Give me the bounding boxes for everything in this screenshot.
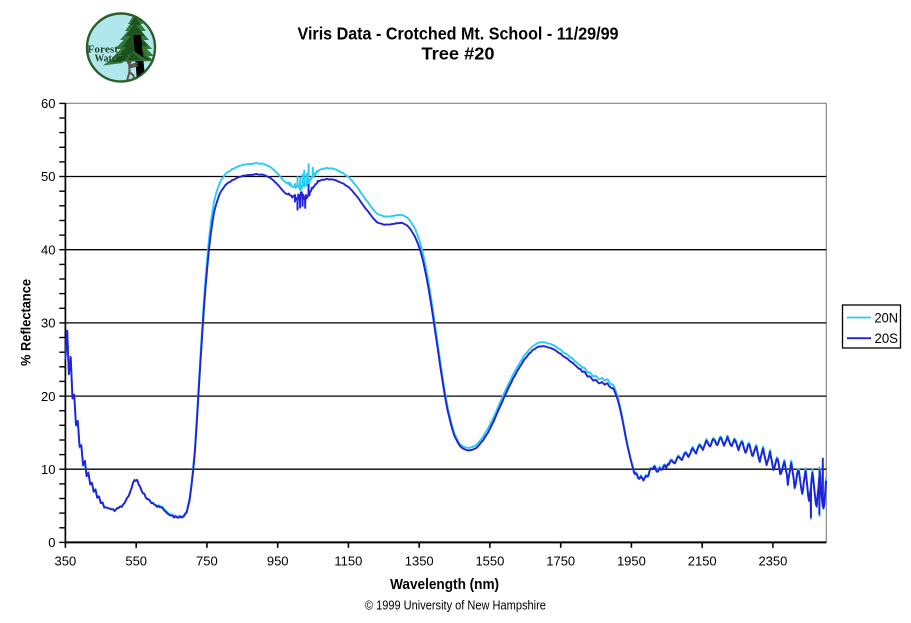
svg-text:750: 750 (196, 554, 218, 569)
svg-text:60: 60 (41, 96, 55, 111)
svg-text:50: 50 (41, 169, 55, 184)
svg-text:20S: 20S (875, 330, 899, 346)
svg-text:10: 10 (41, 462, 55, 477)
svg-text:Forest: Forest (88, 45, 119, 56)
svg-text:1150: 1150 (334, 554, 362, 569)
svg-text:% Reflectance: % Reflectance (19, 279, 34, 366)
svg-text:Tree #20: Tree #20 (422, 44, 495, 64)
svg-text:350: 350 (55, 554, 77, 569)
svg-text:2350: 2350 (758, 554, 787, 569)
svg-text:Watch: Watch (95, 54, 122, 65)
svg-text:1750: 1750 (546, 554, 575, 569)
svg-text:Wavelength (nm): Wavelength (nm) (390, 577, 499, 593)
svg-text:1350: 1350 (405, 554, 434, 569)
svg-text:0: 0 (48, 535, 55, 550)
svg-text:2150: 2150 (688, 554, 717, 569)
svg-text:20: 20 (41, 389, 55, 404)
svg-text:Viris Data - Crotched Mt. Scho: Viris Data - Crotched Mt. School - 11/29… (298, 24, 619, 44)
svg-text:950: 950 (267, 554, 289, 569)
svg-text:1950: 1950 (617, 554, 646, 569)
svg-text:1550: 1550 (475, 554, 504, 569)
svg-text:20N: 20N (875, 310, 899, 326)
svg-text:© 1999 University of New Hamps: © 1999 University of New Hampshire (365, 598, 546, 612)
svg-text:40: 40 (41, 242, 55, 257)
svg-text:30: 30 (41, 316, 55, 331)
svg-text:550: 550 (125, 554, 147, 569)
